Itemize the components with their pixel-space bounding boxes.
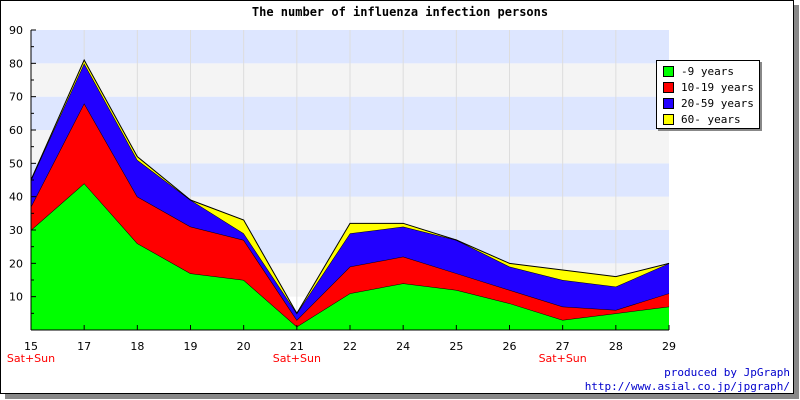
legend-label: 10-19 years [681, 81, 754, 94]
credit-url[interactable]: http://www.asial.co.jp/jpgraph/ [584, 380, 790, 393]
y-tick-label: 80 [9, 57, 23, 70]
y-tick-labels: 10 20 30 40 50 60 70 80 90 [9, 24, 23, 304]
y-tick-label: 50 [9, 157, 23, 170]
x-tick-label: 22 [343, 340, 357, 353]
area-series-outline [30, 102, 670, 321]
legend-entry: -9 years [663, 65, 734, 79]
x-tick-label: 18 [130, 340, 144, 353]
x-tick-label: 17 [77, 340, 91, 353]
y-tick-label: 90 [9, 24, 23, 37]
y-tick-label: 70 [9, 91, 23, 104]
legend-label: 20-59 years [681, 97, 754, 110]
axes [30, 29, 670, 331]
y-tick-label: 60 [9, 124, 23, 137]
x-tick-label: 19 [184, 340, 198, 353]
chart-title: The number of influenza infection person… [251, 5, 549, 19]
x-tick-label: 20 [237, 340, 251, 353]
y-tick-label: 10 [9, 291, 23, 304]
legend-entry: 60- years [663, 113, 741, 127]
legend-entry: 10-19 years [663, 81, 754, 95]
legend-swatch [663, 113, 674, 125]
legend-swatch [663, 81, 674, 93]
x-tick-label: 27 [556, 340, 570, 353]
area-series [31, 103, 669, 327]
weekend-label: Sat+Sun [7, 352, 55, 365]
legend: -9 years 10-19 years 20-59 years 60- yea… [656, 60, 760, 129]
area-series [31, 183, 669, 330]
y-tick-label: 40 [9, 191, 23, 204]
area-series-outline [30, 58, 670, 315]
x-tick-label: 21 [290, 340, 304, 353]
x-tick-label: 15 [24, 340, 38, 353]
area-series [31, 63, 669, 320]
y-tick-label: 20 [9, 257, 23, 270]
legend-swatch [663, 65, 674, 77]
x-tick-label: 25 [449, 340, 463, 353]
produced-by-text: produced by JpGraph [664, 366, 790, 379]
legend-swatch [663, 97, 674, 109]
legend-entry: 20-59 years [663, 97, 754, 111]
y-tick-label: 30 [9, 224, 23, 237]
x-tick-label: 29 [662, 340, 676, 353]
stacked-areas [30, 58, 670, 330]
x-tick-label: 26 [503, 340, 517, 353]
weekend-label: Sat+Sun [273, 352, 321, 365]
weekend-label: Sat+Sun [539, 352, 587, 365]
footer-credit: produced by JpGraph http://www.asial.co.… [585, 366, 790, 394]
x-tick-label: 28 [609, 340, 623, 353]
legend-label: -9 years [681, 65, 734, 78]
x-tick-label: 24 [396, 340, 410, 353]
legend-label: 60- years [681, 113, 741, 126]
